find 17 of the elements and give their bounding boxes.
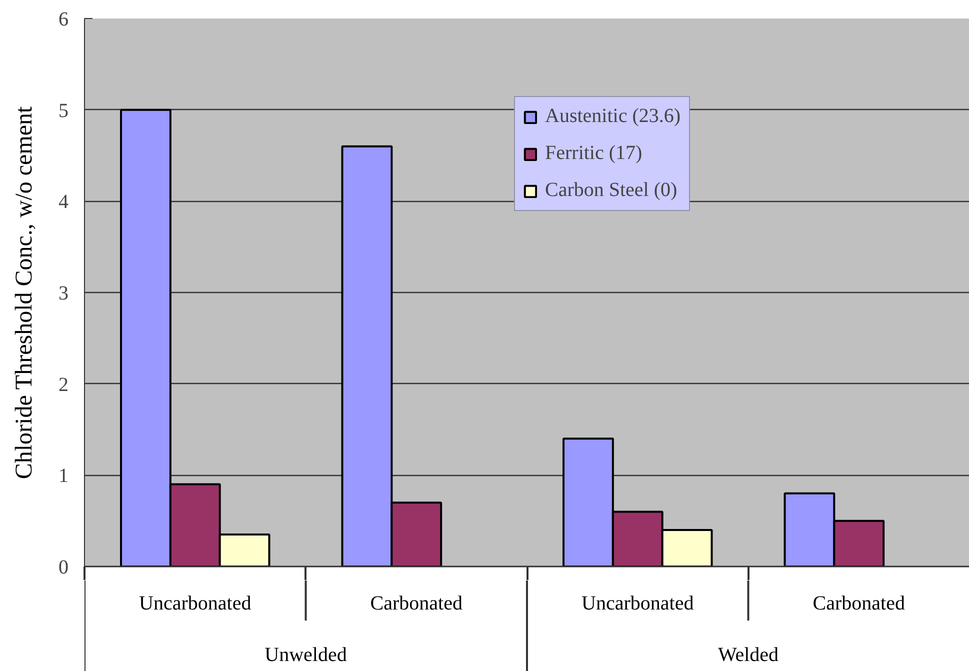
legend-label: Ferritic (17) [545,142,642,165]
y-tick-label: 5 [58,100,68,122]
y-axis-title: Chloride Threshold Conc., w/o cement [12,106,38,480]
x-tick-label: Uncarbonated [139,592,252,614]
y-tick-label: 3 [58,282,68,304]
y-tick-label: 6 [58,8,68,30]
x-tick-label: Carbonated [812,592,905,614]
legend-label: Austenitic (23.6) [545,105,681,128]
y-tick-label: 2 [58,374,68,396]
y-tick-label: 1 [58,465,68,488]
y-tick-label: 0 [58,556,68,578]
text: Welded [718,644,779,666]
text: Unwelded [264,644,347,666]
legend-label: Carbon Steel (0) [545,179,678,202]
y-tick-label: 4 [58,191,68,214]
x-tick-label: Uncarbonated [582,592,694,614]
x-tick-label: Carbonated [370,592,462,614]
